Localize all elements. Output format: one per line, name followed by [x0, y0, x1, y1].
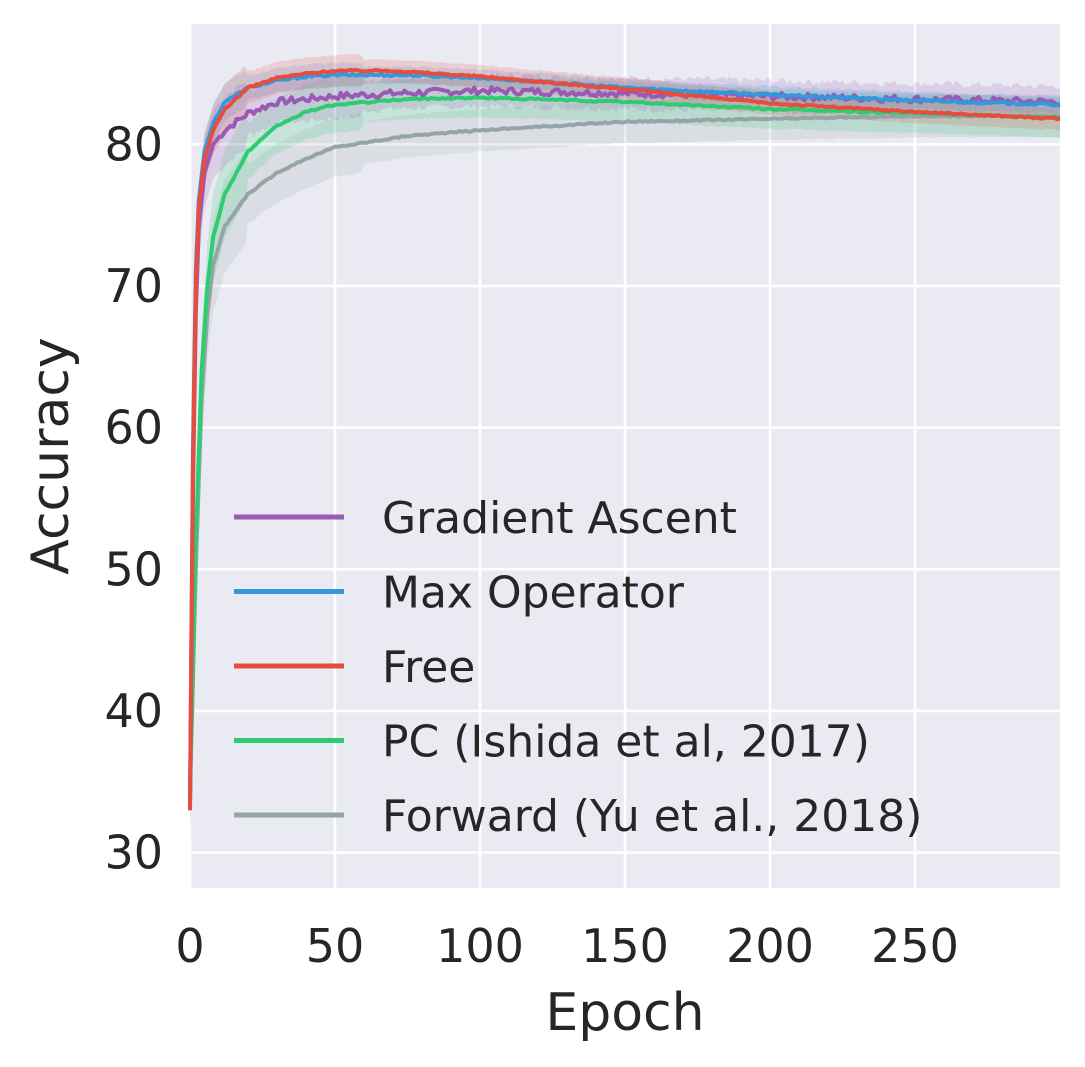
grid — [188, 24, 1060, 888]
legend-label: Forward (Yu et al., 2018) — [382, 791, 922, 842]
x-tick-labels: 0 50 100 150 200 250 — [175, 919, 959, 973]
y-tick-label: 30 — [104, 826, 163, 880]
y-tick-label: 80 — [104, 117, 163, 171]
x-tick-label: 50 — [306, 919, 365, 973]
legend-label: Free — [382, 642, 475, 693]
x-axis-label: Epoch — [545, 983, 704, 1043]
x-tick-label: 150 — [581, 919, 669, 973]
y-axis-label: Accuracy — [21, 337, 81, 574]
y-tick-label: 70 — [104, 259, 163, 313]
legend-label: Max Operator — [382, 568, 685, 619]
series-line — [188, 68, 1061, 811]
y-tick-label: 60 — [104, 401, 163, 455]
x-tick-label: 0 — [175, 919, 204, 973]
confidence-bands — [190, 54, 1060, 845]
series-line — [188, 113, 1061, 796]
x-tick-label: 250 — [871, 919, 959, 973]
x-tick-label: 100 — [436, 919, 524, 973]
legend-label: PC (Ishida et al, 2017) — [382, 717, 870, 768]
confidence-band — [190, 94, 1060, 843]
confidence-band — [190, 74, 1060, 833]
y-tick-label: 40 — [104, 684, 163, 738]
series-lines — [188, 68, 1061, 811]
legend: Gradient Ascent Max Operator Free PC (Ishid… — [234, 493, 922, 842]
y-tick-label: 50 — [104, 542, 163, 596]
x-tick-label: 200 — [726, 919, 814, 973]
legend-label: Gradient Ascent — [382, 493, 737, 544]
y-tick-labels: 30 40 50 60 70 80 — [104, 117, 163, 879]
